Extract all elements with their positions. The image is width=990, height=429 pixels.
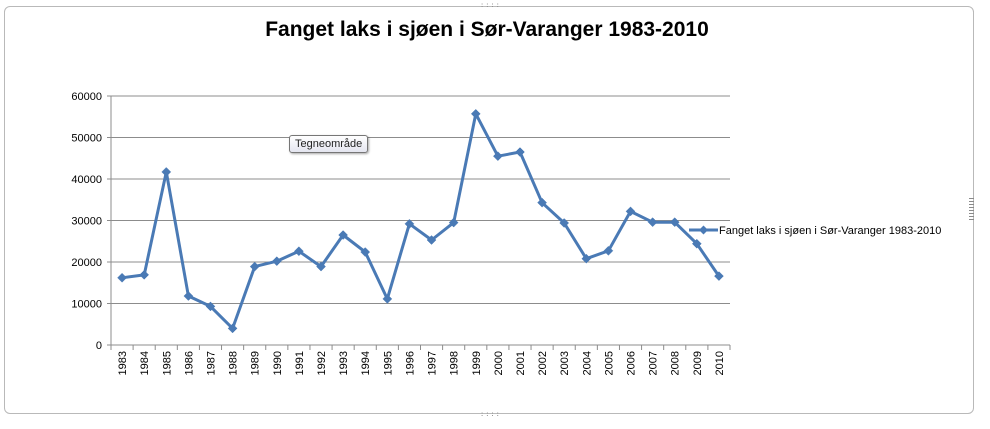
- data-point: [316, 261, 326, 272]
- y-tick-label: 20000: [71, 257, 102, 269]
- x-tick-label: 2009: [692, 351, 704, 375]
- x-tick-label: 1994: [360, 351, 372, 375]
- x-tick-label: 2008: [670, 351, 682, 375]
- data-point: [338, 230, 348, 240]
- data-point: [382, 294, 393, 304]
- data-point: [603, 245, 614, 256]
- data-point: [249, 261, 260, 272]
- x-tick-label: 1988: [228, 351, 240, 375]
- x-tick-label: 1991: [294, 351, 306, 375]
- x-tick-labels: 1983 1984 1985 1986 1987 1988 1989 1990 1991 1992…: [117, 351, 726, 375]
- y-tick-label: 0: [96, 340, 102, 352]
- right-resize-handle[interactable]: [969, 198, 974, 220]
- x-tick-label: 2010: [714, 351, 726, 375]
- bottom-resize-handle[interactable]: ::::: [480, 410, 501, 418]
- x-tick-label: 2001: [515, 351, 527, 375]
- chart-area[interactable]: [4, 6, 974, 414]
- data-point: [470, 108, 481, 119]
- x-tick-label: 2000: [493, 351, 505, 375]
- data-point: [669, 217, 680, 228]
- legend-marker: [699, 225, 708, 235]
- series[interactable]: [117, 108, 724, 334]
- data-point: [493, 151, 503, 162]
- x-tick-label: 2006: [626, 351, 638, 375]
- x-tick-label: 1999: [471, 351, 483, 375]
- data-point: [537, 197, 547, 208]
- chart-title-text: Fanget laks i sjøen i Sør-Varanger 1983-…: [265, 18, 709, 41]
- data-point: [625, 206, 636, 217]
- y-tick-label: 30000: [71, 216, 102, 228]
- data-point: [559, 218, 570, 228]
- data-point: [691, 238, 702, 249]
- x-tick-label: 2007: [648, 351, 660, 375]
- series-line: [121, 112, 721, 330]
- data-point: [139, 270, 150, 280]
- data-point: [581, 253, 592, 264]
- data-point: [647, 217, 658, 228]
- x-tick-label: 2005: [603, 351, 615, 375]
- x-tick-label: 2003: [559, 351, 571, 375]
- data-point: [404, 218, 415, 229]
- axes: [110, 96, 731, 350]
- x-tick-label: 1985: [161, 351, 173, 375]
- top-resize-handle[interactable]: ::::: [480, 1, 501, 9]
- data-point: [714, 271, 724, 281]
- x-tick-label: 1986: [183, 351, 195, 375]
- x-tick-label: 1996: [404, 351, 416, 375]
- x-tick-label: 2002: [537, 351, 549, 375]
- plot-area-tooltip: Tegneområde: [289, 135, 369, 153]
- y-tick-label: 60000: [71, 91, 102, 103]
- x-tick-label: 1984: [139, 351, 151, 375]
- x-tick-label: 1983: [117, 351, 129, 375]
- data-point: [515, 147, 525, 157]
- chart-title: Fanget laks i sjøen i Sør-Varanger 1983-…: [0, 18, 990, 42]
- y-tick-label: 40000: [71, 174, 102, 186]
- data-point: [183, 291, 194, 301]
- data-point: [117, 272, 127, 283]
- x-tick-label: 1989: [250, 351, 262, 375]
- data-point: [448, 217, 459, 228]
- gridlines: [107, 95, 730, 346]
- y-tick-labels: 0 10000 20000 30000 40000 50000 60000: [71, 91, 102, 352]
- x-tick-label: 1998: [449, 351, 461, 375]
- x-tick-label: 2004: [581, 351, 593, 375]
- legend-label: Fanget laks i sjøen i Sør-Varanger 1983-…: [719, 225, 941, 237]
- data-point: [205, 301, 216, 312]
- data-point: [161, 167, 172, 177]
- x-tick-label: 1993: [338, 351, 350, 375]
- data-point: [294, 246, 304, 257]
- data-point: [360, 247, 371, 257]
- x-tick-label: 1990: [272, 351, 284, 375]
- y-tick-label: 10000: [71, 299, 102, 311]
- x-tick-label: 1987: [205, 351, 217, 375]
- x-tick-label: 1995: [382, 351, 394, 375]
- x-tick-label: 1997: [427, 351, 439, 375]
- data-point: [271, 256, 282, 267]
- data-point: [227, 323, 238, 334]
- y-tick-label: 50000: [71, 133, 102, 145]
- legend[interactable]: Fanget laks i sjøen i Sør-Varanger 1983-…: [689, 225, 941, 237]
- x-tick-label: 1992: [316, 351, 328, 375]
- data-point: [426, 235, 437, 245]
